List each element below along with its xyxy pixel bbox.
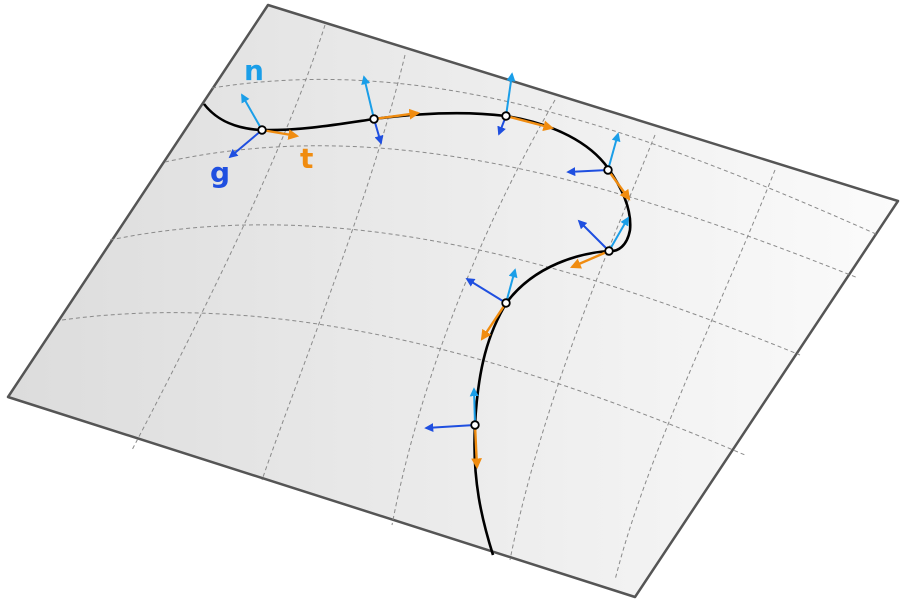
tangent-vector	[261, 128, 300, 140]
geodesic-vector	[566, 167, 609, 177]
normal-vector	[505, 268, 518, 304]
curve-point	[501, 111, 511, 121]
normal-vector	[607, 132, 621, 171]
tangent-label: t	[300, 142, 313, 175]
frame-1	[228, 93, 300, 159]
frame-7	[424, 387, 482, 470]
curve-point	[369, 114, 379, 124]
normal-vector	[608, 216, 629, 252]
grid-line	[164, 145, 859, 279]
geodesic-vector	[465, 278, 507, 304]
tangent-vector	[505, 114, 555, 132]
normal-vector	[241, 93, 263, 131]
frame-4	[566, 132, 631, 201]
surface-curve	[202, 103, 632, 556]
frame-3	[497, 72, 555, 136]
normal-label: n	[244, 54, 264, 87]
tangent-vector	[471, 424, 482, 470]
curve-point	[501, 298, 511, 308]
geodesic-vector	[228, 129, 263, 159]
frame-5	[570, 216, 629, 269]
grid-line	[131, 24, 326, 451]
curve-point	[257, 125, 267, 135]
frame-2	[361, 75, 421, 145]
geodesic-vector	[424, 423, 476, 433]
grid-line	[509, 134, 656, 561]
tangent-vector	[570, 249, 610, 269]
normal-vector	[469, 387, 479, 426]
surface-patch	[6, 3, 900, 599]
tangent-vector	[480, 302, 507, 341]
grid-line	[614, 169, 776, 581]
curve-point	[470, 420, 480, 430]
normal-vector	[505, 72, 516, 117]
tangent-vector	[373, 108, 421, 121]
geodesic-label: g	[210, 156, 230, 189]
normal-vector	[361, 75, 375, 120]
curve-point	[604, 246, 614, 256]
frame-6	[465, 268, 518, 341]
grid-line	[211, 78, 877, 235]
grid-line	[61, 312, 746, 456]
tangent-vector	[607, 169, 631, 201]
surface-grid	[61, 24, 877, 581]
curve-point	[603, 165, 613, 175]
grid-line	[109, 224, 801, 356]
geodesic-vector	[577, 219, 610, 252]
